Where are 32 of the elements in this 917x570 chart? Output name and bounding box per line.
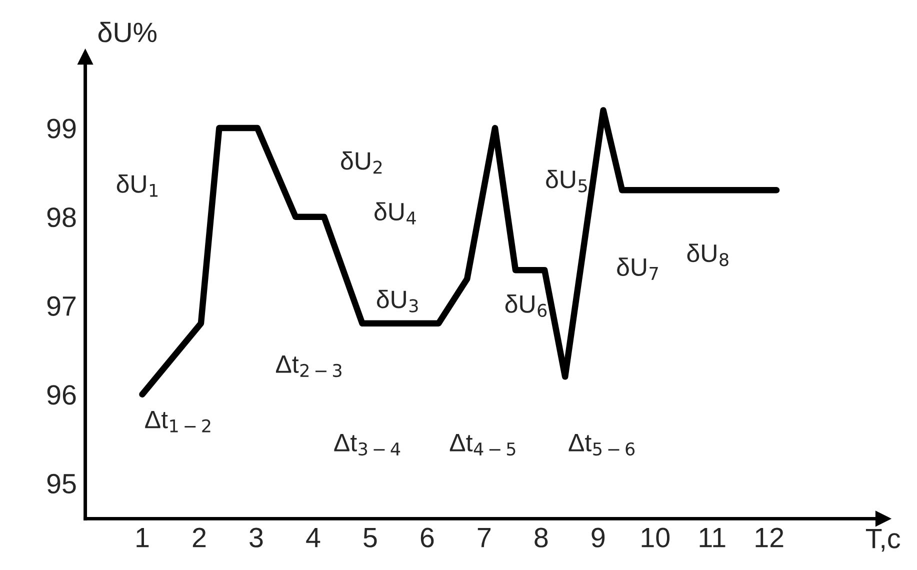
y-tick-label: 95 bbox=[47, 474, 76, 494]
x-tick-label: 4 bbox=[306, 528, 320, 548]
annotation: Δt$_{1−2}$ bbox=[145, 410, 210, 432]
annotation: δU$_{8}$ bbox=[687, 244, 728, 266]
annotation: δU$_{5}$ bbox=[546, 170, 587, 192]
annotation: δU$_{1}$ bbox=[116, 174, 158, 197]
y-tick-label: 97 bbox=[47, 296, 76, 316]
annotation: δU$_{3}$ bbox=[376, 290, 418, 312]
x-tick-label: 5 bbox=[364, 528, 377, 548]
annotation: Δt$_{5−6}$ bbox=[568, 434, 635, 456]
x-tick-label: 6 bbox=[420, 528, 434, 548]
y-axis-title: δU% bbox=[98, 22, 156, 42]
y-tick-label: 99 bbox=[47, 118, 76, 138]
annotation: δU$_{7}$ bbox=[617, 258, 658, 280]
x-axis-title: T,c bbox=[866, 528, 900, 552]
y-tick-label: 98 bbox=[47, 207, 76, 228]
x-tick-label: 8 bbox=[534, 528, 548, 548]
x-tick-label: 2 bbox=[192, 528, 206, 548]
annotation: δU$_{4}$ bbox=[374, 202, 416, 224]
x-tick-label: 11 bbox=[700, 528, 726, 548]
x-tick-label: 10 bbox=[642, 528, 670, 548]
x-tick-label: 1 bbox=[136, 528, 149, 548]
annotation: Δt$_{4−5}$ bbox=[450, 434, 516, 456]
annotation: Δt$_{2−3}$ bbox=[276, 356, 342, 378]
annotation: Δt$_{3−4}$ bbox=[334, 434, 400, 456]
x-tick-label: 7 bbox=[478, 528, 491, 548]
x-tick-label: 3 bbox=[250, 528, 263, 548]
x-tick-label: 9 bbox=[592, 528, 605, 548]
x-tick-label: 12 bbox=[756, 528, 784, 548]
y-tick-label: 96 bbox=[47, 385, 76, 405]
annotation: δU$_{2}$ bbox=[341, 151, 382, 174]
annotation: δU$_{6}$ bbox=[505, 294, 547, 317]
